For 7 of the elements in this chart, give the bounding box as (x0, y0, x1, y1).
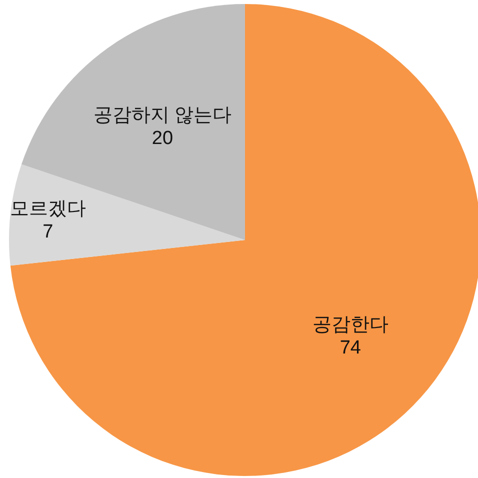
data-label: 74 (340, 338, 362, 359)
slice-label: 공감하지 않는다 (93, 105, 232, 126)
pie-slice (9, 164, 245, 266)
data-label: 20 (152, 128, 174, 149)
data-label: 7 (42, 221, 54, 242)
slice-label: 모르겠다 (10, 198, 86, 220)
slice-label: 공감한다 (312, 314, 388, 336)
